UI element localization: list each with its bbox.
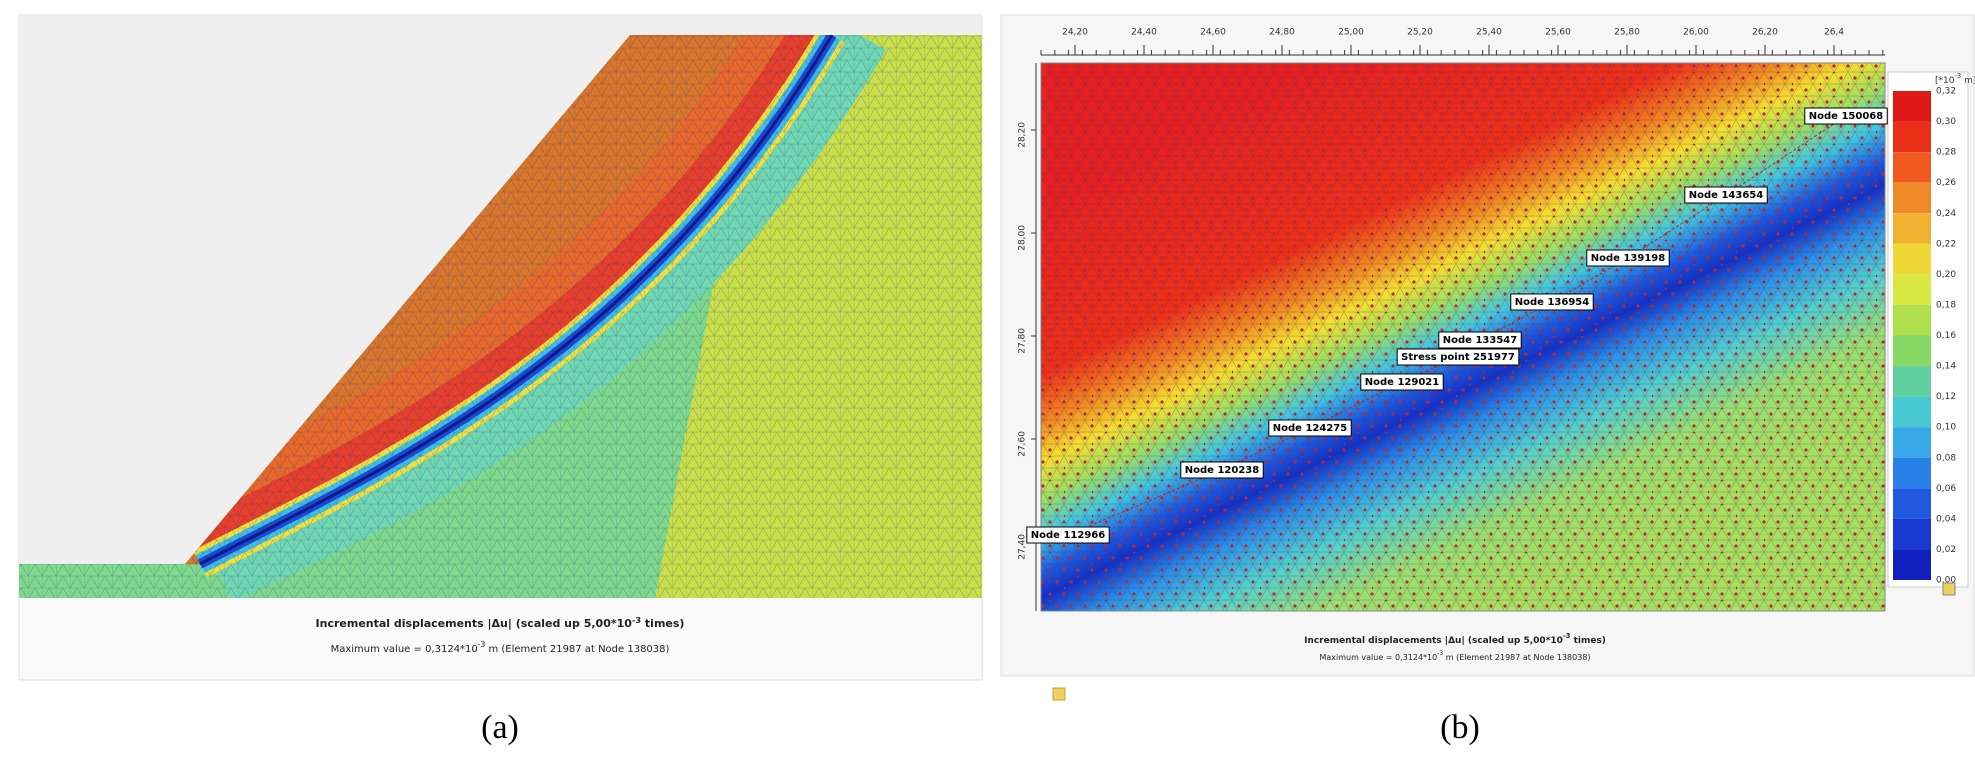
x-tick-label: 26,00 xyxy=(1683,28,1709,38)
plot-border xyxy=(1040,62,1886,612)
legend-swatch xyxy=(1893,182,1931,214)
node-label: Node 112966 xyxy=(1031,530,1105,541)
x-tick-label: 25,00 xyxy=(1338,28,1364,38)
corner-icon[interactable] xyxy=(1052,687,1066,701)
node-label-box xyxy=(1026,526,1110,544)
legend-swatch xyxy=(1893,152,1931,183)
x-tick-label: 24,20 xyxy=(1062,28,1088,38)
x-tick-label: 25,60 xyxy=(1545,28,1571,38)
legend-label: 0,24 xyxy=(1936,209,1956,219)
superscript: -3 xyxy=(1437,650,1443,657)
x-tick-label: 25,40 xyxy=(1476,28,1502,38)
panel-label: (a) xyxy=(481,709,519,746)
text-part: times) xyxy=(1570,636,1605,646)
text-part: Incremental displacements |Δu| (scaled u… xyxy=(1304,636,1563,646)
legend-icon[interactable] xyxy=(1942,582,1956,596)
legend-label: 0,00 xyxy=(1936,576,1956,586)
x-tick-label: 26,20 xyxy=(1752,28,1778,38)
legend-label: 0,26 xyxy=(1936,178,1956,188)
legend-unit: [*10-3 m] xyxy=(1935,72,1975,86)
node-label-box xyxy=(1804,107,1888,125)
legend-label: 0,10 xyxy=(1936,423,1956,433)
node-label-box xyxy=(1396,348,1520,366)
legend-swatch xyxy=(1893,274,1931,305)
text-part: Maximum value = 0,3124*10 xyxy=(331,644,478,655)
legend-label: 0,04 xyxy=(1936,514,1956,524)
y-tick-label: 27,80 xyxy=(1018,328,1028,354)
caption-title: Incremental displacements |Δu| (scaled u… xyxy=(316,615,685,631)
section-line xyxy=(1067,115,1847,536)
node-label-box xyxy=(1510,293,1594,311)
legend-swatch xyxy=(1893,488,1931,519)
legend-label: 0,06 xyxy=(1936,484,1956,494)
legend-swatch xyxy=(1893,427,1931,458)
legend-swatch xyxy=(1893,518,1931,550)
node-label-box xyxy=(1360,373,1444,391)
superscript: -3 xyxy=(1954,72,1961,80)
caption-title: Incremental displacements |Δu| (scaled u… xyxy=(1304,632,1606,646)
legend-swatch xyxy=(1893,91,1931,122)
text-part: m (Element 21987 at Node 138038) xyxy=(1443,653,1590,662)
legend-label: 0,20 xyxy=(1936,270,1956,280)
legend-label: 0,16 xyxy=(1936,331,1956,341)
node-label: Node 143654 xyxy=(1689,190,1763,201)
text-part: Incremental displacements |Δu| (scaled u… xyxy=(316,617,633,630)
node-label: Stress point 251977 xyxy=(1401,352,1515,363)
legend-label: 0,18 xyxy=(1936,300,1956,310)
x-tick-label: 25,20 xyxy=(1407,28,1433,38)
panel-label: (b) xyxy=(1440,709,1480,746)
legend-swatch xyxy=(1893,549,1931,580)
node-label: Node 139198 xyxy=(1591,253,1665,264)
legend-label: 0,14 xyxy=(1936,362,1956,372)
legend-label: 0,12 xyxy=(1936,392,1956,402)
node-label-box xyxy=(1438,331,1522,349)
legend-label: 0,22 xyxy=(1936,239,1956,249)
caption-max: Maximum value = 0,3124*10-3 m (Element 2… xyxy=(331,640,670,655)
legend-label: 0,30 xyxy=(1936,117,1956,127)
superscript: -3 xyxy=(1563,632,1571,640)
node-label: Node 136954 xyxy=(1515,297,1589,308)
x-tick-label: 24,40 xyxy=(1131,28,1157,38)
node-label: Node 129021 xyxy=(1365,377,1439,388)
legend-swatch xyxy=(1893,396,1931,428)
x-tick-label: 25,80 xyxy=(1614,28,1640,38)
node-label-box xyxy=(1684,186,1768,204)
text-part: m] xyxy=(1961,76,1975,86)
y-tick-label: 27,40 xyxy=(1018,534,1028,560)
legend: [*10-3 m]0,320,300,280,260,240,220,200,1… xyxy=(1887,71,1975,588)
caption-max: Maximum value = 0,3124*10-3 m (Element 2… xyxy=(1319,650,1590,662)
x-tick-label: 26,4 xyxy=(1824,28,1844,38)
legend-swatch xyxy=(1893,335,1931,367)
legend-label: 0,02 xyxy=(1936,545,1956,555)
x-tick-label: 24,60 xyxy=(1200,28,1226,38)
text-part: times) xyxy=(641,617,684,630)
legend-swatch xyxy=(1893,304,1931,336)
y-tick-label: 28,20 xyxy=(1018,122,1028,148)
legend-swatch xyxy=(1893,243,1931,275)
legend-label: 0,28 xyxy=(1936,148,1956,158)
node-label: Node 150068 xyxy=(1809,111,1883,122)
legend-swatch xyxy=(1893,121,1931,153)
legend-label: 0,08 xyxy=(1936,453,1956,463)
node-label-box xyxy=(1586,249,1670,267)
superscript: -3 xyxy=(478,640,486,649)
node-label: Node 133547 xyxy=(1443,335,1517,346)
node-label-box xyxy=(1268,419,1352,437)
legend-label: 0,32 xyxy=(1936,87,1956,97)
x-tick-label: 24,80 xyxy=(1269,28,1295,38)
superscript: -3 xyxy=(632,615,641,625)
text-part: m (Element 21987 at Node 138038) xyxy=(485,644,669,655)
legend-swatch xyxy=(1893,213,1931,244)
y-tick-label: 28,00 xyxy=(1018,225,1028,251)
text-part: [*10 xyxy=(1935,76,1955,86)
node-label: Node 124275 xyxy=(1273,423,1347,434)
legend-swatch xyxy=(1893,457,1931,489)
node-label: Node 120238 xyxy=(1185,465,1259,476)
legend-swatch xyxy=(1893,366,1931,397)
y-tick-label: 27,60 xyxy=(1018,431,1028,457)
text-part: Maximum value = 0,3124*10 xyxy=(1319,653,1437,662)
node-label-box xyxy=(1180,461,1264,479)
